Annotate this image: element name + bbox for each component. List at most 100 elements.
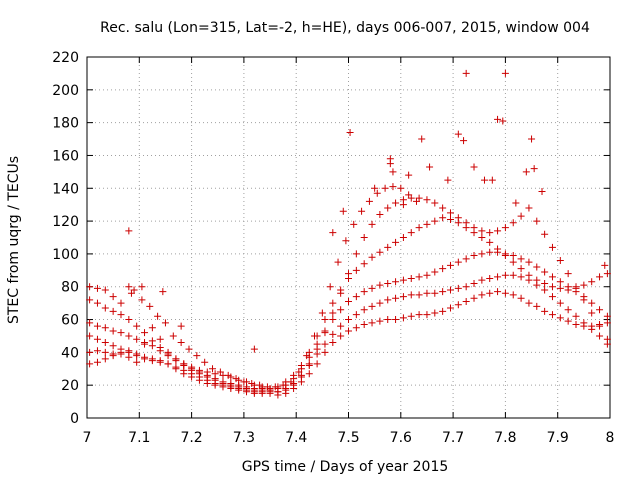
data-point bbox=[381, 184, 389, 192]
data-point bbox=[334, 258, 342, 266]
data-point bbox=[399, 293, 407, 301]
data-point bbox=[156, 335, 164, 343]
data-point bbox=[501, 271, 509, 279]
data-point bbox=[446, 261, 454, 269]
data-point bbox=[274, 388, 282, 396]
data-point bbox=[541, 279, 549, 287]
data-point bbox=[431, 199, 439, 207]
data-point bbox=[556, 299, 564, 307]
data-point bbox=[384, 204, 392, 212]
data-point bbox=[203, 380, 211, 388]
chart-title: Rec. salu (Lon=315, Lat=-2, h=HE), days … bbox=[100, 20, 590, 36]
data-point bbox=[371, 184, 379, 192]
data-point bbox=[93, 299, 101, 307]
data-point bbox=[101, 324, 109, 332]
data-point bbox=[431, 289, 439, 297]
data-point bbox=[329, 316, 337, 324]
data-point bbox=[478, 234, 486, 241]
data-point bbox=[603, 270, 611, 278]
data-point bbox=[360, 260, 368, 268]
data-point bbox=[399, 234, 407, 241]
data-point bbox=[392, 294, 400, 302]
data-point bbox=[478, 250, 486, 258]
data-point bbox=[172, 365, 180, 373]
data-point bbox=[195, 376, 203, 384]
data-point bbox=[337, 306, 345, 314]
data-point bbox=[588, 309, 596, 317]
data-point bbox=[125, 332, 133, 340]
data-point bbox=[345, 297, 352, 305]
data-point bbox=[339, 207, 347, 215]
data-point bbox=[423, 289, 431, 297]
data-point bbox=[501, 69, 509, 77]
data-point bbox=[195, 366, 203, 374]
data-point bbox=[494, 248, 502, 256]
data-point bbox=[596, 332, 604, 340]
data-point bbox=[164, 348, 172, 356]
data-point bbox=[209, 365, 217, 373]
data-point bbox=[439, 288, 447, 296]
data-point bbox=[596, 322, 604, 330]
data-point bbox=[462, 297, 470, 305]
data-point bbox=[418, 135, 426, 143]
data-point bbox=[148, 355, 156, 363]
data-point bbox=[603, 335, 611, 343]
data-point bbox=[313, 345, 321, 353]
data-point bbox=[235, 386, 243, 394]
data-point bbox=[101, 348, 109, 356]
data-point bbox=[156, 347, 164, 355]
data-point bbox=[125, 227, 133, 235]
data-point bbox=[133, 335, 141, 343]
data-point bbox=[376, 299, 384, 307]
y-tick-label: 40 bbox=[61, 345, 79, 361]
x-tick-label: 7.9 bbox=[547, 430, 569, 446]
y-tick-label: 80 bbox=[61, 280, 79, 296]
data-point bbox=[588, 278, 596, 286]
y-axis-label: STEC from uqrg / TECUs bbox=[6, 156, 22, 324]
data-point bbox=[541, 268, 549, 276]
data-point bbox=[345, 316, 352, 324]
data-point bbox=[525, 299, 533, 307]
data-point bbox=[219, 383, 227, 391]
data-point bbox=[548, 273, 556, 281]
data-point bbox=[376, 248, 384, 256]
data-point bbox=[588, 299, 596, 307]
data-point bbox=[201, 358, 209, 366]
data-point bbox=[509, 252, 517, 260]
data-point bbox=[486, 275, 494, 283]
data-point bbox=[548, 243, 556, 251]
data-point bbox=[193, 352, 201, 360]
data-point bbox=[439, 307, 447, 315]
data-point bbox=[454, 258, 462, 266]
data-point bbox=[415, 311, 423, 319]
data-point bbox=[470, 294, 478, 302]
data-point bbox=[329, 330, 337, 338]
data-point bbox=[360, 234, 368, 241]
data-point bbox=[337, 289, 345, 297]
data-point bbox=[564, 283, 572, 291]
data-point bbox=[501, 250, 509, 258]
data-point bbox=[313, 360, 321, 368]
x-tick-label: 7.7 bbox=[442, 430, 464, 446]
data-point bbox=[384, 296, 392, 304]
data-point bbox=[93, 358, 101, 366]
data-point bbox=[423, 271, 431, 279]
data-point bbox=[572, 283, 580, 291]
data-point bbox=[509, 271, 517, 279]
data-point bbox=[282, 386, 290, 394]
data-point bbox=[86, 360, 94, 368]
data-point bbox=[368, 319, 376, 327]
data-point bbox=[125, 283, 133, 291]
data-point bbox=[148, 342, 156, 350]
data-point bbox=[556, 284, 564, 292]
data-point bbox=[161, 319, 169, 327]
data-point bbox=[373, 189, 381, 197]
data-point bbox=[365, 197, 373, 205]
data-point bbox=[305, 370, 313, 378]
data-point bbox=[227, 384, 235, 392]
data-point bbox=[392, 278, 400, 286]
data-point bbox=[358, 207, 366, 215]
data-point bbox=[321, 340, 329, 348]
data-point bbox=[439, 265, 447, 273]
